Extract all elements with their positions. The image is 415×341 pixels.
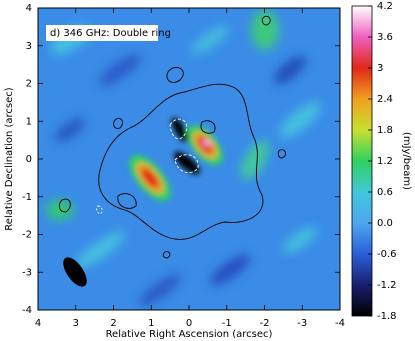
contour: [166, 67, 184, 83]
colorbar-tick-label: 4.2: [377, 1, 393, 12]
colorbar-tick-label: 1.2: [377, 156, 393, 167]
x-tick-label: 3: [73, 318, 79, 329]
negative-contour: [169, 118, 188, 140]
contour: [200, 120, 216, 134]
x-tick-label: 4: [35, 318, 41, 329]
colorbar-tick-label: 0.6: [377, 187, 393, 198]
colorbar-tick-label: -1.2: [377, 280, 397, 291]
x-axis-label: Relative Right Ascension (arcsec): [106, 329, 273, 340]
contour: [277, 149, 287, 159]
colorbar-tick-label: -0.6: [377, 249, 397, 260]
colorbar-label: (mJy/beam): [401, 132, 412, 190]
y-axis-label: Relative Declination (arcsec): [4, 87, 15, 230]
y-tick-label: 2: [26, 79, 32, 90]
contour: [98, 83, 264, 240]
x-tick-label: -4: [335, 318, 345, 329]
y-tick-label: 3: [26, 41, 32, 52]
y-tick-label: 4: [26, 3, 32, 14]
contour: [117, 193, 137, 209]
x-tick-label: 0: [186, 318, 192, 329]
y-tick-label: -3: [22, 267, 32, 278]
colorbar-tick-label: 2.4: [377, 94, 393, 105]
colorbar-tick-label: 1.8: [377, 125, 393, 136]
x-tick-label: -1: [222, 318, 232, 329]
y-tick-label: -2: [22, 230, 32, 241]
annotation: d) 346 GHz: Double ring: [50, 28, 171, 39]
beam: [63, 257, 87, 287]
colorbar-tick-label: 0.0: [377, 218, 393, 229]
x-tick-label: -3: [297, 318, 307, 329]
y-tick-label: -4: [22, 305, 32, 316]
colorbar-tick-label: 3: [377, 63, 383, 74]
x-tick-label: 1: [148, 318, 154, 329]
y-tick-label: 0: [26, 154, 32, 165]
negative-contour: [174, 154, 199, 174]
y-tick-label: -1: [22, 192, 32, 203]
contour: [162, 251, 171, 259]
colorbar-tick-label: -1.8: [377, 311, 397, 322]
contour: [261, 15, 271, 26]
x-tick-label: 2: [110, 318, 116, 329]
annotation-box: [46, 25, 158, 41]
contour: [113, 117, 123, 129]
x-tick-label: -2: [260, 318, 270, 329]
contour: [58, 198, 71, 213]
y-tick-label: 1: [26, 116, 32, 127]
map-image: [38, 8, 340, 310]
colorbar-tick-label: 3.6: [377, 32, 393, 43]
